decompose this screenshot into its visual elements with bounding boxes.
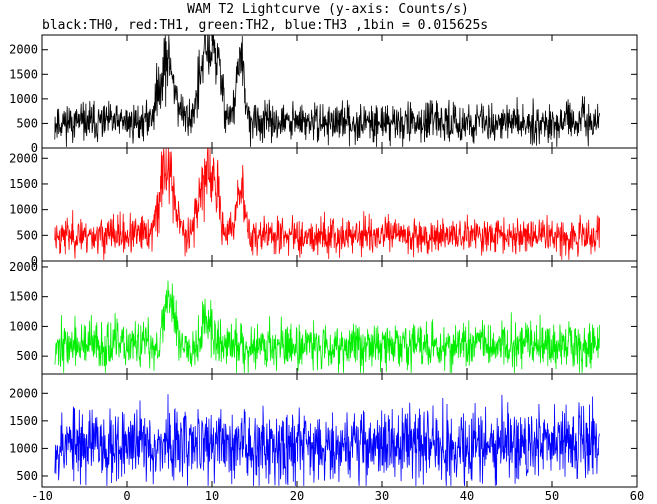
- x-tick-label: 30: [375, 489, 389, 503]
- series-th3: [54, 394, 600, 486]
- x-tick-label: 50: [545, 489, 559, 503]
- y-tick-label: 0: [31, 141, 38, 155]
- series-th2: [54, 280, 600, 373]
- y-tick-label: 500: [16, 228, 38, 242]
- x-tick-label: 0: [123, 489, 130, 503]
- chart-subtitle: black:TH0, red:TH1, green:TH2, blue:TH3 …: [42, 18, 488, 33]
- x-tick-label: 60: [630, 489, 644, 503]
- panel-th3: 500 1000 1500 2000: [9, 373, 638, 488]
- chart-title: WAM T2 Lightcurve (y-axis: Counts/s): [187, 2, 469, 17]
- y-tick-label: 0: [31, 254, 38, 268]
- x-tick-label: 10: [205, 489, 219, 503]
- y-tick-label: 1500: [9, 414, 38, 428]
- y-tick-label: 1000: [9, 92, 38, 106]
- y-tick-label: 2000: [9, 151, 38, 165]
- y-tick-label: 2000: [9, 260, 38, 274]
- panel-th0: 0 500 1000 1500 2000: [9, 34, 638, 155]
- y-tick-label: 1000: [9, 319, 38, 333]
- y-tick-label: 1500: [9, 67, 38, 81]
- panel-frame: [41, 373, 638, 488]
- series-th0: [54, 34, 600, 147]
- series-th1: [54, 148, 600, 260]
- y-tick-label: 500: [16, 469, 38, 483]
- y-tick-label: 2000: [9, 386, 38, 400]
- y-tick-label: 1500: [9, 177, 38, 191]
- y-tick-label: 500: [16, 116, 38, 130]
- y-tick-label: 1500: [9, 290, 38, 304]
- x-tick-label: 20: [290, 489, 304, 503]
- x-tick-label: 40: [460, 489, 474, 503]
- panel-th2: 500 1000 1500 2000: [9, 260, 638, 375]
- y-tick-label: 2000: [9, 43, 38, 57]
- x-tick-label: -10: [31, 489, 53, 503]
- y-tick-label: 1000: [9, 203, 38, 217]
- panel-th1: 0 500 1000 1500 2000: [9, 147, 638, 268]
- y-tick-label: 500: [16, 349, 38, 363]
- y-tick-label: 1000: [9, 441, 38, 455]
